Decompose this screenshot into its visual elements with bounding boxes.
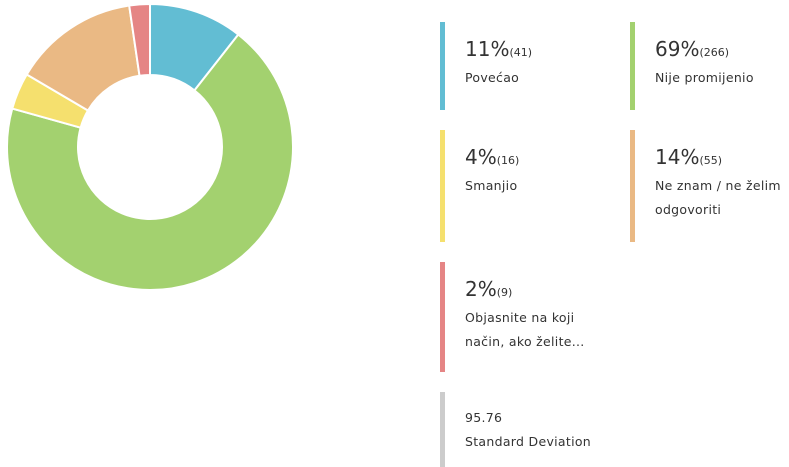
legend-label: Smanjio: [465, 178, 518, 193]
legend-value-line: 14%(55): [655, 144, 789, 170]
legend-bar: [630, 130, 635, 242]
legend-count: (9): [496, 286, 513, 299]
legend-percent: 2%: [465, 277, 497, 301]
legend-label: Nije promijenio: [655, 70, 754, 85]
legend-label: Povećao: [465, 70, 520, 85]
stat-value: 95.76: [465, 410, 503, 425]
legend-bar: [440, 262, 445, 372]
stat-item: 95.76 Standard Deviation: [440, 392, 640, 467]
legend-value-line: 4%(16): [465, 144, 599, 170]
legend-bar: [440, 130, 445, 242]
legend-percent: 69%: [655, 37, 700, 61]
legend-item: 2%(9) Objasnite na koji način, ako želite…: [440, 262, 590, 372]
legend-bar: [630, 22, 635, 110]
stat-bar: [440, 392, 445, 467]
legend-item: 4%(16) Smanjio: [440, 130, 599, 242]
legend-value-line: 2%(9): [465, 276, 590, 302]
legend-count: (266): [699, 46, 730, 59]
legend-label: Ne znam / ne želim odgovoriti: [655, 178, 781, 217]
legend-item: 14%(55) Ne znam / ne želim odgovoriti: [630, 130, 789, 242]
legend-count: (16): [496, 154, 520, 167]
legend-percent: 4%: [465, 145, 497, 169]
donut-chart: [6, 2, 294, 291]
slice: [6, 33, 294, 291]
slice: [128, 2, 151, 77]
legend-percent: 11%: [465, 37, 510, 61]
legend-count: (55): [699, 154, 723, 167]
legend-item: 69%(266) Nije promijenio: [630, 22, 789, 110]
legend-value-line: 69%(266): [655, 36, 789, 62]
stat-label: Standard Deviation: [465, 434, 592, 449]
legend-count: (41): [509, 46, 533, 59]
legend-item: 11%(41) Povećao: [440, 22, 599, 110]
legend-bar: [440, 22, 445, 110]
legend-label: Objasnite na koji način, ako želite...: [465, 310, 585, 349]
legend-value-line: 11%(41): [465, 36, 599, 62]
legend-percent: 14%: [655, 145, 700, 169]
